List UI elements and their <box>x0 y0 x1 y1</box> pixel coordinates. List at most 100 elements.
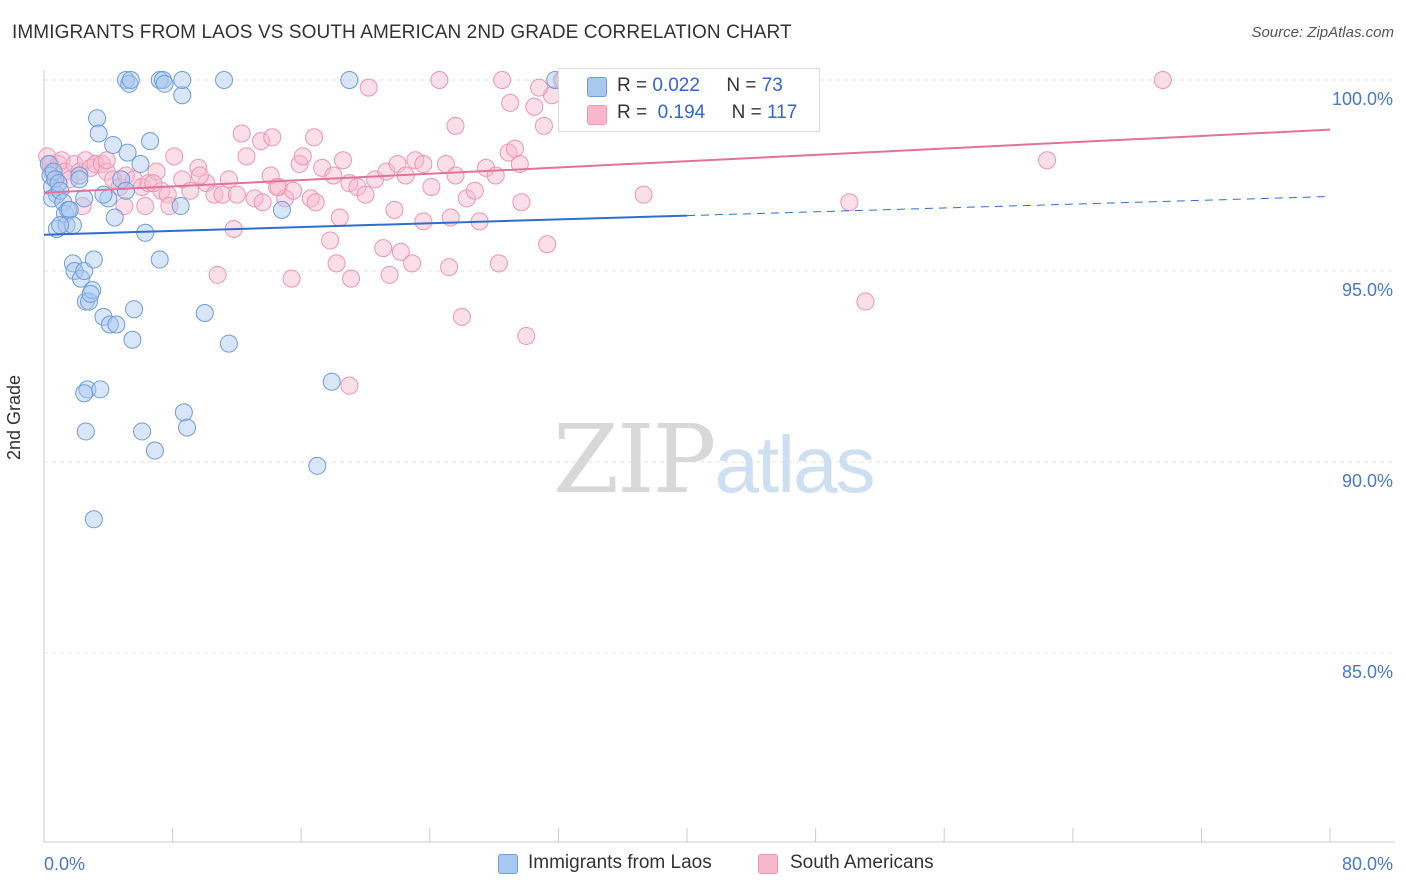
laos-point <box>51 216 70 235</box>
laos-n-value: 73 <box>761 75 783 96</box>
watermark-atlas: atlas <box>714 420 875 509</box>
laos-n-label: N = <box>726 75 757 96</box>
south-americans-point <box>403 254 422 273</box>
south-americans-point <box>305 128 324 147</box>
laos-point <box>44 162 63 181</box>
y-tick-labels: 100.0% 95.0% 90.0% 85.0% <box>1332 89 1393 682</box>
x-tick-label-end: 80.0% <box>1342 854 1393 874</box>
laos-point <box>131 155 150 174</box>
laos-point <box>75 384 94 403</box>
south-americans-point <box>430 71 449 89</box>
laos-trend-extension <box>686 196 1331 217</box>
south-americans-point <box>538 235 557 254</box>
zipatlas-watermark: ZIPatlas <box>553 405 875 515</box>
gridlines <box>44 79 1395 654</box>
south-americans-point <box>1038 151 1057 170</box>
y-tick-label: 95.0% <box>1342 280 1393 300</box>
y-axis-label: 2nd Grade <box>4 374 24 460</box>
south-americans-point <box>306 193 325 212</box>
south-americans-point <box>213 185 232 204</box>
south-americans-point <box>505 139 524 158</box>
laos-point <box>76 422 95 441</box>
south-americans-point <box>190 166 209 185</box>
south-americans-point <box>446 116 465 135</box>
south-americans-point <box>189 158 208 177</box>
laos-point <box>219 334 238 353</box>
chart-title: IMMIGRANTS FROM LAOS VS SOUTH AMERICAN 2… <box>12 22 792 43</box>
south-americans-point <box>252 132 271 151</box>
laos-point <box>60 200 79 219</box>
south-americans-point <box>530 78 549 97</box>
laos-point <box>118 143 137 162</box>
laos-point <box>173 71 192 89</box>
south-americans-point <box>282 269 301 288</box>
laos-point <box>178 418 197 437</box>
laos-swatch <box>587 77 607 97</box>
laos-point <box>105 208 124 227</box>
laos-point <box>70 166 89 185</box>
laos-r-label: R = <box>617 75 648 96</box>
south-americans-points <box>38 71 1172 395</box>
south-americans-point <box>293 147 312 166</box>
south-legend-swatch <box>758 854 778 874</box>
laos-point <box>89 124 108 143</box>
south-r-label: R = <box>617 102 648 123</box>
x-tick-label-start: 0.0% <box>44 854 85 874</box>
south-n-value: 117 <box>767 102 798 123</box>
laos-point <box>272 200 291 219</box>
south-americans-point <box>165 147 184 166</box>
south-americans-point <box>1153 71 1172 89</box>
laos-point <box>322 372 341 391</box>
laos-legend-label: Immigrants from Laos <box>528 852 712 873</box>
axes: 0.0% 80.0% <box>43 70 1395 874</box>
laos-point <box>155 74 174 93</box>
series-legend: Immigrants from Laos South Americans <box>0 852 1406 876</box>
laos-r-value: 0.022 <box>652 75 700 96</box>
south-americans-point <box>333 151 352 170</box>
south-americans-point <box>330 208 349 227</box>
south-swatch <box>587 105 607 125</box>
y-tick-label: 85.0% <box>1342 662 1393 682</box>
south-americans-point <box>489 254 508 273</box>
south-americans-point <box>70 162 89 181</box>
south-americans-trend-line <box>43 128 1331 194</box>
watermark-zip: ZIP <box>553 405 716 515</box>
south-americans-point <box>219 170 238 189</box>
laos-point <box>171 197 190 216</box>
laos-point <box>84 250 103 269</box>
laos-trend-line <box>43 214 688 236</box>
laos-point <box>70 170 89 189</box>
south-americans-point <box>232 124 251 143</box>
laos-point <box>308 456 327 475</box>
south-americans-point <box>493 71 512 89</box>
south-n-label: N = <box>731 102 762 123</box>
laos-point <box>80 292 99 311</box>
south-americans-point <box>144 174 163 193</box>
laos-stats-row: R = 0.022 N = 73 <box>617 75 783 97</box>
y-tick-label: 100.0% <box>1332 89 1393 109</box>
laos-point <box>116 181 135 200</box>
south-americans-point <box>446 166 465 185</box>
south-americans-point <box>517 326 536 345</box>
south-americans-point <box>359 78 378 97</box>
south-americans-point <box>263 128 282 147</box>
laos-point <box>174 403 193 422</box>
south-americans-point <box>147 162 166 181</box>
laos-point <box>91 380 110 399</box>
south-americans-point <box>525 97 544 116</box>
south-americans-point <box>208 265 227 284</box>
south-americans-point <box>342 269 361 288</box>
south-americans-point <box>391 242 410 261</box>
south-americans-point <box>452 307 471 326</box>
y-tick-label: 90.0% <box>1342 471 1393 491</box>
south-americans-point <box>136 197 155 216</box>
south-americans-point <box>97 151 116 170</box>
south-americans-point <box>512 193 531 212</box>
south-americans-point <box>321 231 340 250</box>
laos-point <box>150 250 169 269</box>
laos-points <box>39 71 565 529</box>
laos-point <box>145 441 164 460</box>
south-americans-point <box>465 181 484 200</box>
laos-point <box>75 189 94 208</box>
